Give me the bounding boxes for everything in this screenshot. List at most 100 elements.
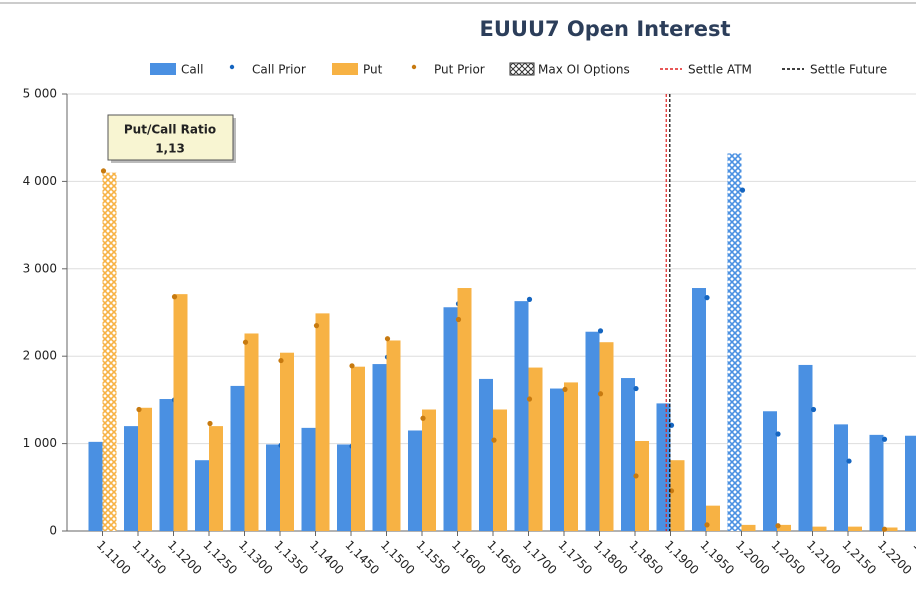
prior-dot <box>455 316 462 323</box>
bar <box>422 409 436 531</box>
chart-title: EUUU7 Open Interest <box>480 17 731 41</box>
bar <box>848 526 862 531</box>
x-tick-label: 1,1200 <box>165 538 205 578</box>
tooltip-label: Put/Call Ratio <box>124 123 216 137</box>
tooltip-value: 1,13 <box>155 142 185 156</box>
bar <box>88 441 103 531</box>
prior-dot <box>420 415 426 421</box>
bar <box>351 366 365 531</box>
max-oi-bar <box>102 172 117 531</box>
prior-dot <box>313 323 320 329</box>
max-oi-bar <box>727 153 742 531</box>
bar <box>443 307 458 531</box>
prior-dot <box>704 295 710 301</box>
bar <box>834 424 848 531</box>
legend-label: Call Prior <box>252 63 306 77</box>
prior-dot <box>597 391 604 397</box>
bar <box>209 426 223 531</box>
legend-swatch <box>411 64 417 70</box>
y-tick-label: 1 000 <box>23 436 57 450</box>
bar <box>386 340 401 531</box>
bar <box>124 426 138 531</box>
x-tick-label: 1,1800 <box>591 538 631 578</box>
bar <box>905 435 916 531</box>
bar <box>883 527 898 531</box>
bar <box>692 288 706 531</box>
x-tick-label: 1,2200 <box>875 538 915 578</box>
prior-dot <box>491 437 497 443</box>
bar <box>798 364 813 531</box>
legend-swatch <box>509 62 535 76</box>
prior-dot <box>526 296 533 302</box>
prior-dot <box>704 522 710 528</box>
x-tick-label: 1,1400 <box>307 538 347 578</box>
x-tick-label: 1,1300 <box>236 538 276 578</box>
bar <box>138 407 152 531</box>
bar <box>337 444 351 531</box>
x-tick-label: 1,1600 <box>449 538 489 578</box>
bar <box>635 440 649 531</box>
bar <box>564 382 578 531</box>
legend-swatch <box>150 63 176 75</box>
y-tick-label: 5 000 <box>23 87 57 101</box>
prior-dot <box>100 168 107 174</box>
bar <box>479 378 493 531</box>
x-tick-label: 1 <box>910 538 916 553</box>
x-tick-label: 1,2000 <box>733 538 773 578</box>
bar <box>457 288 472 531</box>
legend-label: Settle ATM <box>688 63 752 77</box>
prior-dot <box>136 406 142 413</box>
legend-label: Put <box>363 63 383 77</box>
prior-dot <box>810 406 817 413</box>
x-tick-label: 1,2050 <box>768 538 808 578</box>
prior-dot <box>775 523 781 529</box>
x-tick-label: 1,1250 <box>200 538 240 578</box>
bar <box>159 399 174 531</box>
tooltip <box>107 114 234 161</box>
bar <box>301 427 316 531</box>
x-tick-label: 1,2150 <box>839 538 879 578</box>
bar <box>514 301 529 531</box>
y-tick-label: 0 <box>49 524 57 538</box>
legend-label: Max OI Options <box>538 63 630 77</box>
prior-dot <box>242 339 249 345</box>
x-tick-label: 1,1700 <box>520 538 560 578</box>
bar <box>741 524 756 531</box>
prior-dot <box>739 187 746 193</box>
prior-dot <box>349 363 355 369</box>
prior-dot <box>207 420 213 427</box>
bar <box>763 411 777 531</box>
prior-dot <box>633 473 639 479</box>
x-tick-label: 1,1750 <box>555 538 595 578</box>
prior-dot <box>278 357 284 364</box>
x-tick-label: 1,1500 <box>378 538 418 578</box>
bar <box>280 352 294 531</box>
y-tick-label: 2 000 <box>23 349 57 363</box>
legend-label: Settle Future <box>810 63 887 77</box>
bar <box>230 385 245 531</box>
prior-dot <box>384 336 391 342</box>
legend-label: Call <box>181 63 203 77</box>
x-tick-label: 1,1150 <box>129 538 169 578</box>
prior-dot <box>775 431 781 437</box>
bar <box>599 342 614 531</box>
bar <box>812 526 827 531</box>
x-tick-label: 1,1950 <box>697 538 737 578</box>
bar <box>550 388 564 531</box>
bar <box>266 444 280 531</box>
prior-dot <box>562 386 568 393</box>
bar <box>372 364 387 531</box>
bar <box>621 378 635 531</box>
y-tick-label: 3 000 <box>23 261 57 275</box>
bar <box>493 409 507 531</box>
bar <box>315 313 330 531</box>
prior-dot <box>633 385 639 392</box>
prior-dot <box>171 294 178 300</box>
bar <box>585 331 600 531</box>
bar <box>244 333 259 531</box>
prior-dot <box>526 396 533 402</box>
bar <box>869 434 884 531</box>
prior-dot <box>881 526 888 532</box>
bar <box>528 367 543 531</box>
